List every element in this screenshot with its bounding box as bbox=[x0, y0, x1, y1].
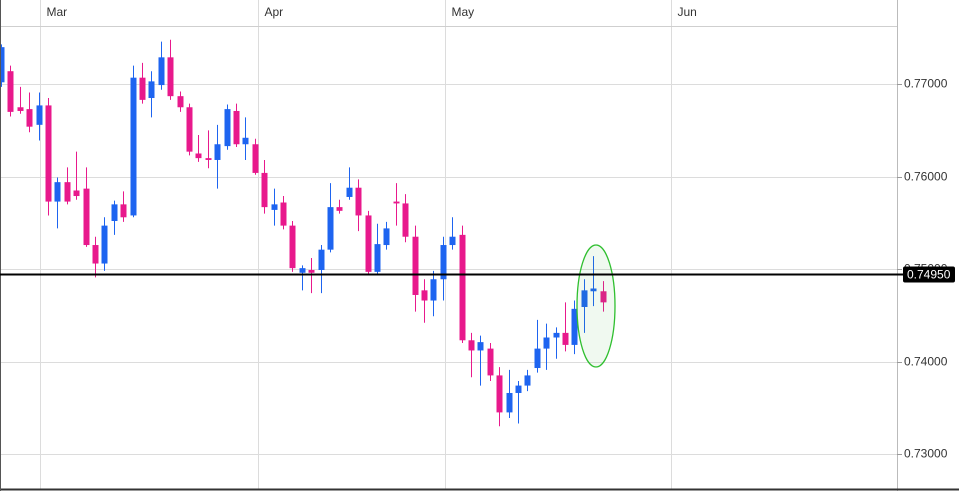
highlight-ellipse bbox=[576, 244, 616, 368]
candle-body bbox=[468, 340, 475, 351]
candle-body bbox=[355, 187, 362, 216]
candle-body bbox=[374, 244, 381, 272]
candle-body bbox=[73, 190, 80, 197]
candle-body bbox=[242, 137, 249, 145]
candle-body bbox=[120, 204, 127, 218]
candle-body bbox=[111, 204, 118, 221]
candle-body bbox=[0, 47, 5, 83]
candle-body bbox=[477, 342, 484, 351]
candle-body bbox=[308, 270, 315, 273]
candle-body bbox=[17, 107, 24, 111]
x-tick-label: Mar bbox=[47, 5, 68, 19]
candle-body bbox=[54, 182, 61, 202]
x-tick-label: May bbox=[452, 5, 475, 19]
candle-body bbox=[553, 332, 560, 338]
candle-body bbox=[64, 182, 71, 202]
candle-body bbox=[600, 291, 607, 303]
grid bbox=[0, 0, 897, 489]
overlay: MarAprMayJun0.730000.740000.750000.76000… bbox=[0, 5, 955, 461]
x-tick-label: Jun bbox=[678, 5, 697, 19]
candle-body bbox=[496, 375, 503, 413]
candle-body bbox=[562, 332, 569, 345]
candle-body bbox=[590, 288, 597, 292]
candle-body bbox=[261, 172, 268, 208]
candle-body bbox=[524, 375, 531, 386]
candle-body bbox=[148, 81, 155, 99]
candle-body bbox=[214, 144, 221, 160]
candle-body bbox=[412, 236, 419, 295]
candle-body bbox=[45, 105, 52, 202]
candle-body bbox=[158, 57, 165, 86]
price-tag bbox=[903, 266, 955, 283]
candle-body bbox=[440, 245, 447, 280]
candle-body bbox=[26, 109, 33, 127]
candle-body bbox=[186, 107, 193, 152]
candle-body bbox=[506, 392, 513, 413]
candle-body bbox=[36, 105, 43, 125]
candle-body bbox=[383, 228, 390, 246]
candle-body bbox=[299, 268, 306, 273]
candle-body bbox=[7, 71, 14, 112]
candle-body bbox=[336, 207, 343, 211]
candle-body bbox=[101, 225, 108, 264]
candle-body bbox=[195, 153, 202, 159]
candle-body bbox=[515, 385, 522, 393]
candle-body bbox=[83, 188, 90, 246]
y-tick-label: 0.77000 bbox=[904, 77, 948, 91]
candle-body bbox=[271, 204, 278, 210]
candle-body bbox=[487, 348, 494, 376]
candle-body bbox=[393, 201, 400, 204]
candle-body bbox=[534, 348, 541, 369]
y-tick-label: 0.74000 bbox=[904, 355, 948, 369]
candle-body bbox=[167, 57, 174, 97]
candle-body bbox=[571, 308, 578, 345]
candle-body bbox=[543, 337, 550, 349]
candle-body bbox=[402, 203, 409, 237]
candle-body bbox=[346, 187, 353, 197]
candle-body bbox=[318, 249, 325, 271]
candle-body bbox=[430, 279, 437, 301]
candle-body bbox=[365, 215, 372, 272]
candles bbox=[0, 39, 607, 427]
candle-body bbox=[92, 245, 99, 264]
y-tick-label: 0.76000 bbox=[904, 170, 948, 184]
candle-body bbox=[139, 77, 146, 100]
candle-body bbox=[327, 207, 334, 250]
candle-body bbox=[224, 109, 231, 147]
candle-body bbox=[449, 236, 456, 246]
candle-body bbox=[459, 234, 466, 341]
candle-body bbox=[233, 110, 240, 145]
y-tick-label: 0.73000 bbox=[904, 447, 948, 461]
candle-body bbox=[205, 158, 212, 160]
candle-body bbox=[177, 96, 184, 108]
candle-body bbox=[421, 290, 428, 301]
price-tag-label: 0.74950 bbox=[907, 268, 951, 282]
candle-body bbox=[289, 225, 296, 269]
candle-body bbox=[252, 144, 259, 173]
candle-body bbox=[130, 77, 137, 216]
candle-body bbox=[581, 290, 588, 307]
candle-body bbox=[280, 202, 287, 226]
x-tick-label: Apr bbox=[265, 5, 284, 19]
